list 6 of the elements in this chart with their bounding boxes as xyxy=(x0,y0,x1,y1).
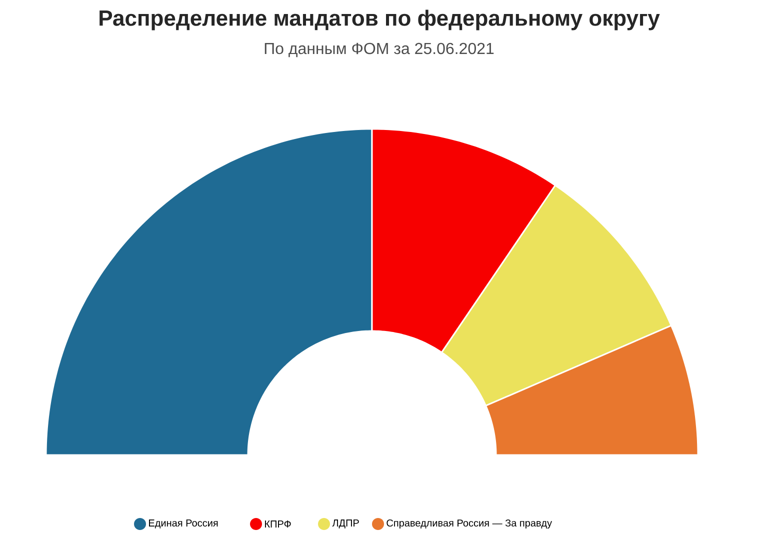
legend-label: Справедливая Россия — За правду xyxy=(386,519,552,529)
legend-label: ЛДПР xyxy=(332,520,359,528)
legend-label: КПРФ xyxy=(265,520,291,528)
legend-label: Единая Россия xyxy=(149,520,218,528)
chart-title: Распределение мандатов по федеральному округу xyxy=(100,10,660,30)
chart-subtitle: По данным ФОМ за 25.06.2021 xyxy=(264,42,494,58)
